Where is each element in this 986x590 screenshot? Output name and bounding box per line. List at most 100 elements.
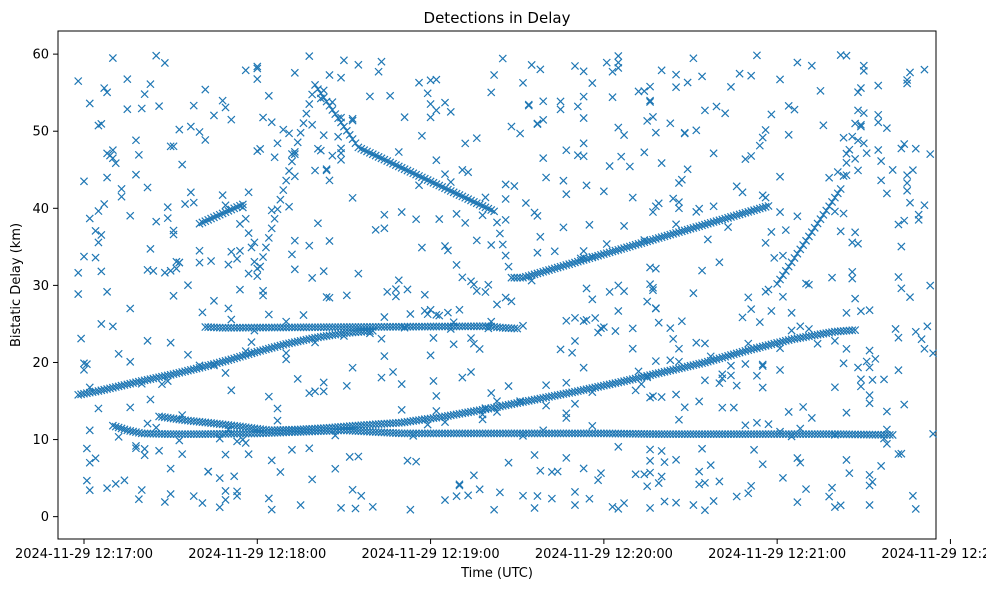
- data-point: [911, 144, 920, 153]
- data-point: [625, 162, 634, 171]
- data-point: [279, 186, 288, 195]
- y-tick-label: 40: [32, 202, 49, 217]
- data-point: [354, 452, 363, 461]
- data-point: [651, 357, 660, 366]
- data-point: [250, 348, 259, 357]
- data-point: [510, 324, 519, 333]
- data-point: [146, 80, 155, 89]
- data-point: [440, 322, 450, 331]
- data-point: [894, 333, 903, 342]
- data-point: [570, 61, 580, 71]
- data-point: [339, 56, 348, 65]
- data-point: [498, 429, 507, 438]
- data-point: [773, 338, 782, 347]
- data-point: [744, 489, 753, 498]
- data-point: [879, 430, 889, 439]
- data-point: [856, 120, 865, 129]
- data-point: [703, 235, 712, 244]
- data-point: [218, 357, 227, 366]
- data-point: [273, 416, 282, 425]
- data-point: [426, 113, 435, 122]
- data-point: [677, 317, 686, 326]
- data-point: [758, 191, 767, 200]
- data-point: [426, 100, 435, 109]
- data-point: [721, 352, 730, 361]
- data-point: [322, 165, 331, 174]
- data-point: [264, 344, 273, 353]
- data-point: [692, 126, 701, 135]
- data-point: [504, 262, 513, 271]
- data-point: [195, 363, 204, 372]
- data-point: [172, 430, 181, 439]
- data-point: [851, 228, 860, 237]
- data-point: [712, 430, 721, 439]
- data-point: [253, 62, 262, 71]
- data-point: [830, 503, 839, 512]
- data-point: [435, 311, 444, 320]
- data-point: [290, 265, 299, 274]
- data-point: [654, 234, 663, 243]
- x-tick-label: 2024-11-29 12:21:00: [708, 547, 846, 562]
- data-point: [484, 324, 493, 333]
- data-point: [839, 171, 848, 180]
- data-point: [218, 96, 227, 105]
- data-point: [423, 322, 432, 331]
- data-point: [859, 66, 868, 75]
- data-point: [643, 116, 652, 125]
- data-point: [466, 334, 476, 343]
- data-point: [646, 280, 655, 289]
- data-point: [556, 105, 565, 114]
- data-point: [680, 403, 689, 412]
- data-point: [778, 337, 787, 346]
- data-point: [807, 413, 816, 422]
- data-point: [651, 128, 660, 137]
- data-point: [166, 142, 175, 151]
- data-point: [273, 342, 282, 351]
- data-point: [787, 430, 796, 439]
- data-point: [403, 429, 412, 438]
- data-point: [178, 430, 187, 439]
- data-point: [293, 374, 302, 383]
- data-point: [331, 464, 340, 473]
- data-point: [660, 232, 669, 241]
- data-point: [776, 338, 785, 347]
- data-point: [527, 276, 536, 285]
- data-point: [689, 289, 698, 298]
- data-point: [178, 450, 187, 459]
- data-point: [469, 429, 478, 438]
- data-point: [530, 503, 539, 513]
- data-point: [481, 288, 490, 297]
- data-point: [874, 145, 883, 155]
- data-point: [556, 262, 565, 271]
- data-point: [342, 126, 351, 135]
- data-point: [79, 359, 89, 368]
- data-point: [680, 430, 689, 439]
- data-point: [669, 229, 678, 238]
- data-point: [565, 429, 574, 438]
- data-point: [461, 429, 470, 438]
- data-point: [108, 146, 117, 155]
- data-point: [319, 86, 328, 95]
- data-point: [97, 267, 106, 276]
- data-point: [856, 382, 865, 391]
- data-point: [853, 363, 863, 372]
- data-point: [420, 429, 429, 438]
- data-point: [770, 339, 779, 348]
- data-point: [562, 429, 571, 438]
- data-point: [761, 341, 770, 350]
- data-point: [389, 322, 398, 331]
- data-point: [672, 70, 681, 79]
- data-point: [596, 250, 605, 259]
- data-point: [882, 407, 891, 416]
- data-point: [345, 452, 354, 461]
- data-point: [695, 222, 704, 231]
- data-point: [235, 285, 244, 294]
- data-point: [755, 318, 764, 327]
- data-point: [91, 226, 100, 235]
- data-point: [311, 338, 320, 347]
- data-point: [620, 221, 629, 230]
- data-point: [657, 66, 666, 75]
- data-point: [556, 429, 565, 438]
- data-point: [440, 418, 450, 427]
- data-point: [686, 430, 695, 439]
